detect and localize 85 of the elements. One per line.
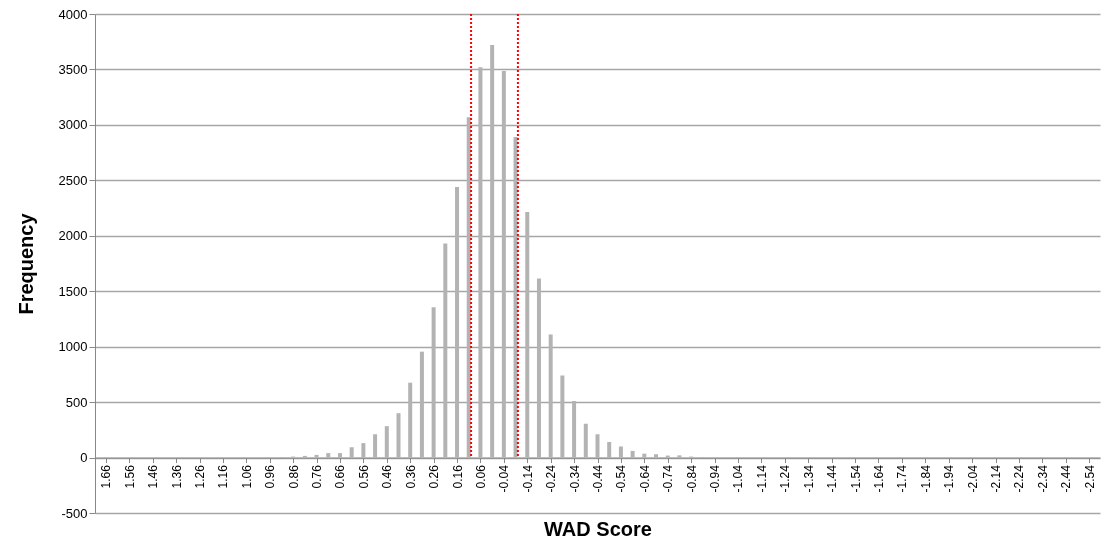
x-tick-label: -1.74 [895,464,910,493]
x-tick-label: 0.06 [473,464,488,489]
x-tick-label: -1.14 [754,464,769,493]
bar [455,186,460,458]
bar [326,453,331,458]
y-tick-label: 2000 [58,228,88,244]
x-tick-label: 1.36 [169,464,184,489]
y-tick-label: -500 [61,505,88,521]
x-tick-label: -0.34 [567,464,582,493]
x-tick-label: -1.24 [778,464,793,493]
bar [361,443,366,458]
x-tick-label: 0.36 [403,464,418,489]
x-axis-title: WAD Score [544,518,652,541]
bar [419,351,424,458]
x-tick-label: 0.26 [427,464,442,489]
bar [478,67,483,458]
bar [337,453,342,458]
x-tick-label: -2.24 [1012,464,1027,493]
bar [618,446,623,458]
bar [349,447,354,458]
bar [642,453,647,458]
bar [396,413,401,458]
bar [536,278,541,458]
y-axis-title: Frequency [14,212,37,315]
x-tick-label: -1.54 [848,464,863,493]
y-tick-label: 4000 [58,6,88,22]
x-tick-label: -2.34 [1035,464,1050,493]
x-tick-label: -2.54 [1082,464,1097,493]
x-tick-label: 1.16 [216,464,231,489]
x-tick-label: 1.26 [193,464,207,489]
bar [443,243,448,458]
x-tick-label: -0.84 [684,464,699,493]
x-tick-label: -0.44 [591,464,605,493]
bar [630,450,635,458]
y-tick-label: 2500 [58,172,88,188]
x-tick-label: -0.24 [544,464,559,493]
x-tick-label: -0.64 [637,464,652,493]
x-tick-label: -0.14 [520,464,535,493]
x-tick-label: -1.04 [731,464,746,493]
x-tick-label: -2.04 [965,464,980,493]
bar [408,382,413,458]
x-tick-label: 0.16 [450,464,465,489]
x-tick-label: -1.94 [942,464,957,493]
bar [654,454,659,458]
bar [595,434,600,458]
bar [560,375,565,458]
bar [525,211,530,458]
bar [607,442,612,458]
x-tick-label: 1.56 [122,464,137,489]
y-tick-label: 1500 [58,283,88,299]
bar [431,307,436,458]
bar [314,454,319,458]
x-tick-label: -2.14 [989,464,1003,493]
x-tick-label: 0.66 [333,464,348,489]
bar [583,423,588,458]
x-tick-label: 0.46 [380,464,395,489]
x-tick-label: -1.44 [825,464,840,493]
x-tick-label: -0.94 [708,464,723,493]
bar [501,71,506,458]
bar [373,434,378,458]
y-tick-label: 3500 [58,61,88,77]
bar [490,45,495,458]
x-tick-label: -0.54 [614,464,629,493]
x-tick-label: -1.64 [871,464,886,493]
bar [677,455,682,458]
x-tick-label: -0.04 [497,464,512,493]
x-tick-label: -1.34 [801,464,816,493]
x-tick-label: 1.66 [99,464,114,489]
x-tick-label: 0.96 [263,464,278,489]
x-tick-label: 0.76 [310,464,325,489]
x-tick-label: 0.86 [286,464,301,489]
bar [548,334,553,458]
x-tick-label: 1.06 [239,464,254,489]
x-tick-label: 0.56 [356,464,371,489]
x-tick-label: -0.74 [661,464,676,493]
x-tick-label: 1.46 [146,464,161,489]
bar [572,401,577,458]
y-tick-label: 0 [80,450,88,466]
bar [665,455,670,458]
y-tick-label: 500 [65,394,88,410]
bar [384,426,389,458]
y-tick-label: 3000 [58,117,88,133]
y-tick-label: 1000 [58,339,88,355]
x-tick-label: -1.84 [918,464,933,493]
x-tick-label: -2.44 [1059,464,1074,493]
